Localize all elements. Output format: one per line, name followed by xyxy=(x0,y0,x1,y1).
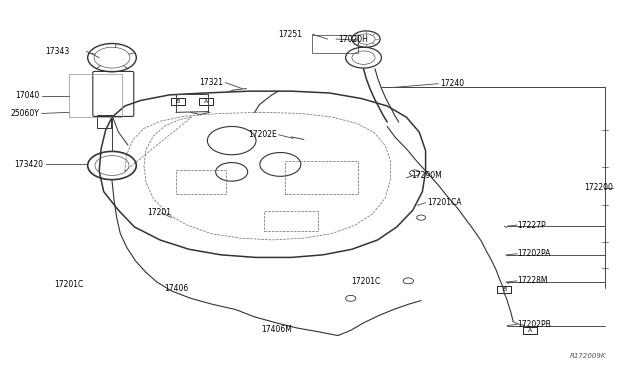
Text: A: A xyxy=(528,328,532,333)
Text: 17020H: 17020H xyxy=(338,35,368,44)
Text: 17227P: 17227P xyxy=(517,221,546,230)
Bar xyxy=(171,98,185,105)
Bar xyxy=(523,327,537,334)
Text: 17201: 17201 xyxy=(147,208,171,217)
Text: 17202PA: 17202PA xyxy=(517,249,550,258)
Text: 17201C: 17201C xyxy=(54,280,84,289)
Text: R172009K: R172009K xyxy=(570,353,607,359)
Bar xyxy=(312,35,358,53)
Text: B: B xyxy=(502,287,506,292)
Bar xyxy=(285,161,358,194)
Text: 17201CA: 17201CA xyxy=(428,198,462,207)
Text: 172200: 172200 xyxy=(584,183,613,192)
Text: 17251: 17251 xyxy=(278,30,302,39)
Text: 173420: 173420 xyxy=(15,160,44,169)
Bar xyxy=(176,170,226,194)
Bar xyxy=(97,115,111,128)
Text: 17040: 17040 xyxy=(15,92,40,100)
Text: 25060Y: 25060Y xyxy=(11,109,40,118)
Text: 17406M: 17406M xyxy=(261,325,292,334)
Text: A: A xyxy=(204,99,208,104)
Bar xyxy=(497,286,511,293)
Text: 17228M: 17228M xyxy=(517,276,548,285)
Bar xyxy=(69,74,122,117)
Text: 17202PB: 17202PB xyxy=(517,320,551,329)
Text: 17406: 17406 xyxy=(164,284,188,293)
Text: 17240: 17240 xyxy=(440,79,465,88)
Text: 17321: 17321 xyxy=(198,78,223,87)
Text: B: B xyxy=(176,99,180,104)
Text: 17201C: 17201C xyxy=(351,278,380,286)
Bar xyxy=(199,98,213,105)
Text: 17290M: 17290M xyxy=(411,171,442,180)
Text: 17343: 17343 xyxy=(45,47,69,56)
Text: 17202E: 17202E xyxy=(248,130,276,139)
Bar xyxy=(264,211,318,231)
